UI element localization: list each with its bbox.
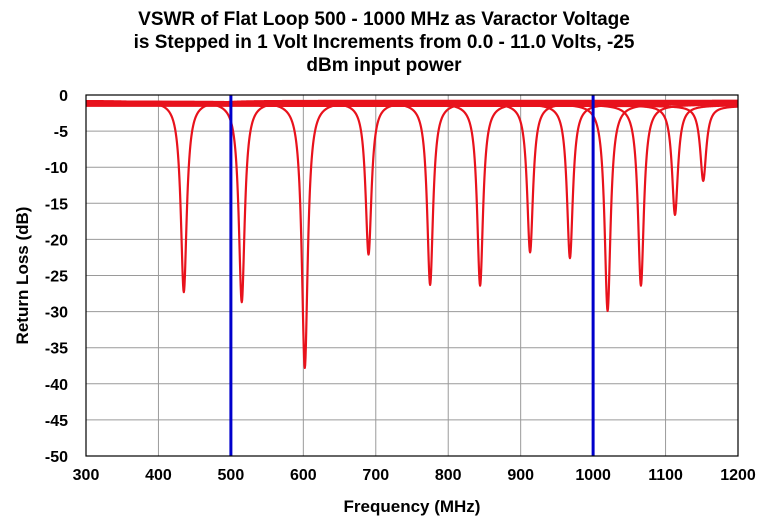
- x-tick-label: 600: [290, 467, 317, 484]
- series-group: [85, 99, 739, 370]
- series-line-4: [85, 101, 739, 256]
- x-tick-label: 300: [73, 467, 100, 484]
- x-tick-label: 1100: [648, 467, 683, 484]
- y-tick-label: -25: [45, 269, 68, 286]
- y-tick-label: -5: [54, 124, 68, 141]
- y-tick-label: -10: [45, 160, 68, 177]
- y-tick-label: -45: [45, 413, 68, 430]
- y-tick-label: -40: [45, 377, 68, 394]
- series-line-12: [85, 104, 739, 183]
- y-tick-label: -20: [45, 232, 68, 249]
- x-axis-label: Frequency (MHz): [344, 497, 481, 516]
- x-tick-label: 900: [507, 467, 534, 484]
- x-tick-label: 1000: [575, 467, 611, 484]
- x-tick-label: 400: [145, 467, 172, 484]
- series-line-8: [85, 102, 739, 260]
- x-tick-label: 500: [218, 467, 245, 484]
- x-tick-label: 1200: [720, 467, 756, 484]
- y-tick-labels: 0 -5 -10 -15 -20 -25 -30 -35 -40 -45 -50: [45, 88, 68, 466]
- plot-frame: [85, 94, 739, 457]
- vertical-markers: [229, 95, 595, 456]
- y-axis-label: Return Loss (dB): [13, 207, 32, 345]
- chart-title-line-2: is Stepped in 1 Volt Increments from 0.0…: [133, 32, 635, 53]
- y-tick-label: -15: [45, 196, 68, 213]
- chart-title-line-1: VSWR of Flat Loop 500 - 1000 MHz as Vara…: [138, 9, 630, 30]
- x-tick-label: 700: [362, 467, 389, 484]
- x-tick-labels: 300 400 500 600 700 800 900 1000 1100 1200: [73, 467, 756, 484]
- y-tick-label: -30: [45, 305, 68, 322]
- series-line-7: [85, 101, 739, 254]
- chart-title: VSWR of Flat Loop 500 - 1000 MHz as Vara…: [0, 8, 768, 77]
- y-tick-label: 0: [59, 88, 68, 105]
- x-tick-label: 800: [435, 467, 462, 484]
- series-line-3: [85, 100, 739, 370]
- chart-title-line-3: dBm input power: [306, 55, 462, 76]
- y-tick-label: -50: [45, 449, 68, 466]
- y-tick-label: -35: [45, 341, 68, 358]
- series-line-11: [85, 104, 739, 216]
